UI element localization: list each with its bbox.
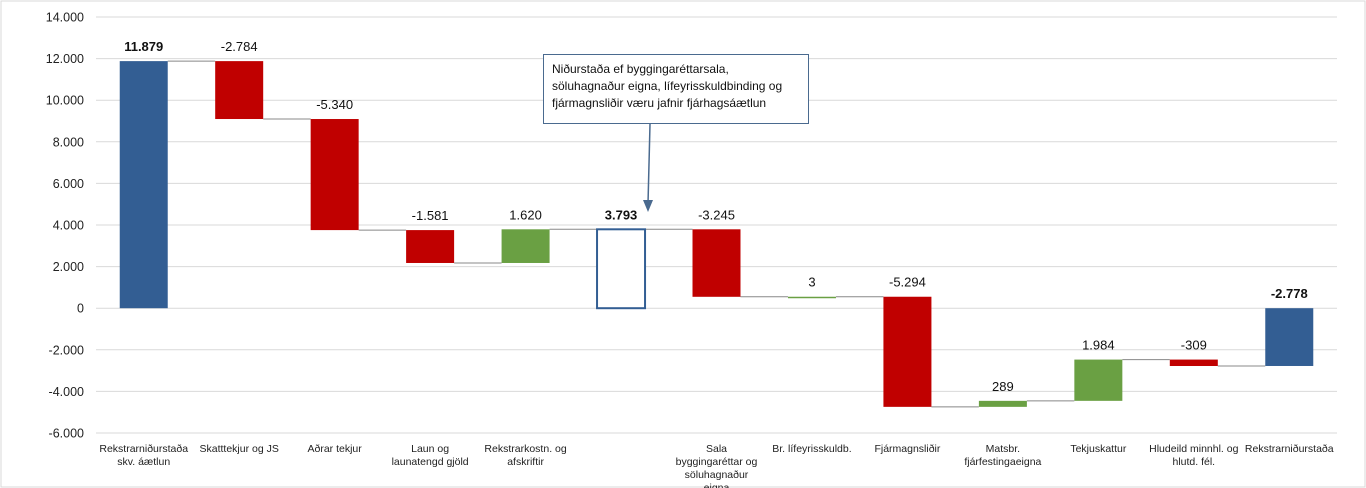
data-label: -5.340 [316, 97, 353, 112]
y-tick-label: 8.000 [53, 135, 84, 149]
data-label: 11.879 [124, 39, 163, 54]
data-label: 289 [992, 379, 1014, 394]
connector-lines [167, 60, 1266, 408]
x-axis-label: Hludeild minnhl. og hlutd. fél. [1149, 443, 1238, 468]
y-tick-label: -4.000 [49, 385, 84, 399]
data-labels: 11.879 -2.784 -5.340 -1.581 1.620 3.793 -3.245… [124, 39, 1307, 394]
bar [596, 228, 647, 310]
x-axis-labels: Rekstrarniðurstaða skv. áætlun Skatttekjur… [99, 443, 1333, 488]
data-label: 1.620 [509, 207, 542, 222]
x-axis-label: Tekjuskattur [1070, 443, 1127, 455]
y-tick-label: 2.000 [53, 260, 84, 274]
bar [1265, 308, 1314, 366]
x-axis-label: Fjármagnsliðir [874, 443, 940, 455]
bar [1169, 359, 1218, 367]
bar [787, 296, 836, 299]
bar [978, 400, 1027, 407]
x-axis-label: Skatttekjur og JS [200, 443, 279, 455]
x-axis-label: Rekstrarniðurstaða [1245, 443, 1334, 455]
bar [883, 296, 932, 407]
bar [215, 61, 264, 120]
x-axis-label: Rekstrarniðurstaða skv. áætlun [99, 443, 188, 468]
bar [119, 61, 168, 309]
data-label: 1.984 [1082, 338, 1115, 353]
x-axis-label: Sala byggingaréttar og söluhagnaður eigna [676, 443, 758, 488]
x-axis-label: Br. lífeyrisskuldb. [772, 443, 851, 455]
data-label: -2.778 [1271, 286, 1308, 301]
annotation-arrow [643, 123, 653, 212]
x-axis-label: Rekstrarkostn. og afskriftir [484, 443, 566, 468]
bar [310, 119, 359, 231]
y-tick-label: -6.000 [49, 427, 84, 441]
data-label: -3.245 [698, 207, 735, 222]
data-label: 3 [808, 275, 815, 290]
x-axis-label: Aðrar tekjur [308, 443, 363, 455]
gridlines [96, 16, 1337, 434]
bar [501, 229, 550, 263]
bar [406, 230, 455, 263]
x-axis-label: Laun og launatengd gjöld [392, 443, 469, 468]
data-label: -1.581 [412, 208, 449, 223]
y-tick-label: -2.000 [49, 343, 84, 357]
y-tick-label: 10.000 [46, 94, 84, 108]
bar [1074, 359, 1123, 401]
y-tick-label: 0 [77, 302, 84, 316]
x-axis-label: Matsbr. fjárfestingaeigna [964, 443, 1041, 468]
annotation-callout: Niðurstaða ef byggingaréttarsala, söluha… [543, 54, 809, 124]
data-label: -5.294 [889, 275, 926, 290]
bar [692, 229, 741, 297]
y-axis-ticks: 14.000 12.000 10.000 8.000 6.000 4.000 2.000 0 -… [46, 11, 84, 441]
bars [119, 61, 1314, 407]
y-tick-label: 6.000 [53, 177, 84, 191]
data-label: 3.793 [605, 207, 638, 222]
data-label: -2.784 [221, 39, 258, 54]
y-tick-label: 12.000 [46, 52, 84, 66]
y-tick-label: 4.000 [53, 219, 84, 233]
y-tick-label: 14.000 [46, 11, 84, 25]
data-label: -309 [1181, 338, 1207, 353]
